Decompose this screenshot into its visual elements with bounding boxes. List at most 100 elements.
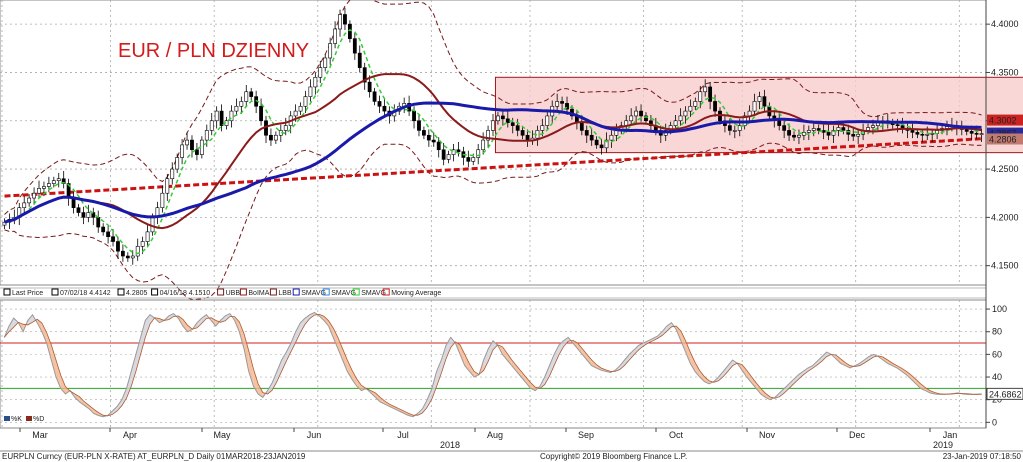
candle-body	[273, 134, 278, 141]
stoch-fill	[817, 356, 822, 365]
stoch-fill	[751, 376, 757, 389]
stoch-fill	[864, 356, 869, 364]
ytick-label-lower: 100	[992, 304, 1007, 314]
candle-body	[925, 133, 930, 136]
candle-body	[293, 110, 298, 117]
stoch-fill	[727, 360, 733, 372]
candle-body	[120, 250, 125, 257]
stoch-fill	[779, 388, 785, 397]
candle-body	[604, 139, 609, 149]
stoch-fill	[239, 321, 244, 349]
price-tag-label: 4.3002	[989, 116, 1017, 126]
stoch-fill	[450, 337, 456, 348]
candle-body	[683, 110, 688, 117]
candle-body	[920, 133, 925, 136]
stoch-fill	[803, 367, 808, 376]
stoch-fill	[272, 371, 277, 391]
stoch-fill	[925, 387, 930, 393]
ytick-label-upper: 4.4000	[991, 19, 1019, 29]
candle-body	[866, 127, 870, 131]
month-label: Nov	[759, 430, 776, 440]
month-label: Jul	[397, 430, 409, 440]
stoch-fill	[760, 388, 766, 398]
legend-swatch	[117, 288, 125, 296]
candle-body	[195, 149, 199, 155]
stoch-fill	[182, 319, 188, 332]
candle-body	[713, 101, 717, 112]
candle-body	[209, 120, 214, 131]
candle-body	[22, 202, 27, 209]
candle-body	[51, 180, 56, 184]
legend-swatch	[382, 288, 390, 296]
legend-item: SMAVG	[301, 290, 326, 297]
stoch-fill	[65, 386, 71, 395]
candle-body	[426, 134, 431, 141]
candle-body	[599, 144, 604, 149]
candle-body	[545, 115, 550, 126]
stoch-fill	[826, 352, 832, 357]
stoch-fill	[765, 393, 771, 400]
stoch-fill	[333, 327, 338, 349]
candle-body	[42, 186, 46, 189]
candle-body	[37, 188, 41, 194]
stoch-fill	[915, 379, 921, 389]
candle-body	[333, 28, 337, 44]
stoch-fill	[384, 401, 390, 407]
candle-body	[525, 134, 530, 141]
price-tag	[987, 127, 1023, 139]
candle-body	[56, 178, 61, 181]
stoch-fill	[88, 405, 94, 414]
stoch-k-line	[3, 311, 982, 418]
candle-body	[244, 91, 249, 102]
candle-body	[841, 127, 846, 131]
stoch-fill	[901, 368, 907, 375]
candle-body	[476, 149, 481, 158]
candle-body	[372, 91, 377, 102]
candle-body	[910, 130, 915, 133]
candle-body	[96, 217, 101, 228]
stoch-fill	[112, 406, 118, 415]
candle-body	[520, 130, 525, 136]
stoch-fill	[131, 354, 136, 387]
month-label: Jan	[943, 430, 958, 440]
candle-body	[323, 57, 328, 68]
candle-body	[752, 101, 757, 112]
stoch-fill	[403, 411, 409, 416]
candle-body	[328, 43, 333, 59]
legend-item: 4.2805	[126, 290, 148, 297]
legend-item: SMAVG	[361, 290, 386, 297]
candle-body	[496, 115, 500, 122]
candle-body	[219, 110, 224, 126]
candle-body	[125, 255, 130, 259]
candle-body	[797, 134, 801, 138]
stoch-fill	[243, 333, 249, 372]
stoch-fill	[290, 331, 296, 352]
stoch-fill	[807, 365, 813, 372]
candle-body	[32, 192, 36, 199]
stoch-fill	[624, 354, 630, 366]
stoch-fill	[460, 344, 465, 366]
stoch-fill	[685, 340, 691, 364]
stoch-fill	[93, 409, 99, 416]
month-label: Aug	[487, 430, 503, 440]
legend-swatch	[151, 288, 159, 296]
stoch-fill	[840, 358, 846, 366]
ytick-label-upper: 4.2000	[991, 212, 1019, 222]
stoch-fill	[746, 370, 752, 383]
stoch-fill	[516, 365, 522, 378]
stoch-fill	[511, 360, 517, 372]
candle-body	[377, 101, 382, 107]
stoch-fill	[892, 363, 898, 368]
candle-body	[283, 125, 288, 131]
stoch-fill	[347, 360, 353, 380]
price-panel	[0, 0, 1023, 301]
candle-body	[787, 130, 791, 136]
candle-body	[500, 115, 505, 120]
candle-body	[555, 101, 560, 107]
stoch-fill	[718, 371, 724, 381]
stoch-fill	[652, 336, 658, 341]
candle-body	[816, 128, 821, 131]
price-tag	[987, 133, 1023, 145]
stoch-fill	[117, 399, 122, 412]
